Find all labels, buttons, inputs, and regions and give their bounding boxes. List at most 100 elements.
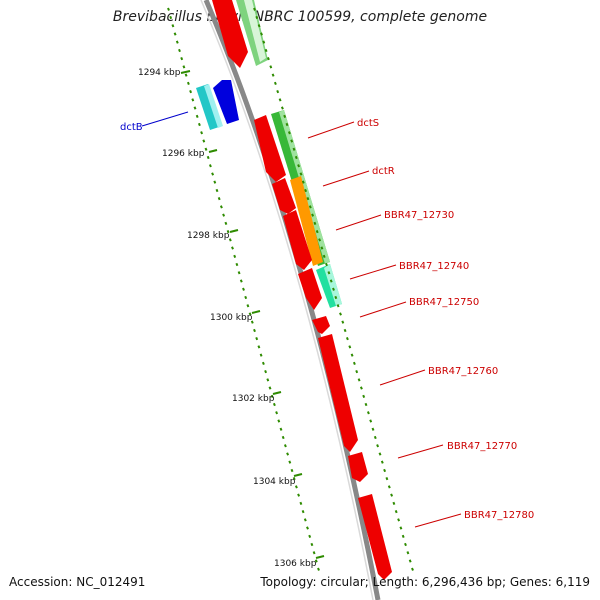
scale-dot	[193, 106, 197, 110]
feature-red-12750[interactable]	[312, 316, 330, 334]
outer-dot	[322, 254, 326, 258]
scale-dot	[178, 48, 181, 53]
scale-dot	[259, 353, 263, 357]
outer-dot	[297, 164, 301, 168]
scale-dot	[299, 501, 303, 505]
scale-dot	[226, 230, 230, 234]
outer-dot	[306, 197, 310, 201]
feature-red-12780[interactable]	[358, 494, 392, 580]
feature-red-dcts[interactable]	[254, 115, 286, 182]
scale-dot	[171, 24, 175, 28]
leader-12760	[379, 369, 426, 386]
scale-dot	[255, 337, 259, 341]
leader-12780	[414, 513, 462, 528]
scale-tick	[272, 391, 282, 395]
outer-dot	[392, 501, 396, 505]
scale-label-1294: 1294 kbp	[138, 68, 181, 78]
scale-dot	[200, 131, 204, 135]
backbone-edge	[200, 0, 374, 600]
feature-red-12760[interactable]	[318, 334, 358, 452]
scale-dot	[228, 238, 232, 242]
scale-tick	[208, 149, 218, 153]
outer-dot	[313, 221, 317, 225]
outer-dot	[383, 468, 387, 473]
outer-dot	[299, 172, 303, 176]
gene-label-12770[interactable]: BBR47_12770	[447, 441, 517, 452]
scale-dot	[217, 197, 221, 201]
scale-dot	[222, 213, 226, 217]
feature-orange[interactable]	[290, 176, 323, 266]
outer-dot	[287, 131, 291, 135]
outer-dot	[318, 238, 322, 242]
scale-dot	[286, 452, 290, 456]
scale-dot	[197, 122, 201, 127]
scale-dot	[297, 493, 301, 497]
feature-red-12740[interactable]	[298, 268, 322, 310]
feature-red-12770[interactable]	[348, 452, 368, 482]
outer-dot	[348, 345, 352, 349]
scale-label-1306: 1306 kbp	[274, 559, 317, 569]
scale-dot	[246, 304, 250, 308]
leader-12770	[397, 444, 444, 459]
outer-dot	[327, 271, 331, 275]
outer-dot	[308, 205, 312, 209]
outer-dot	[371, 427, 375, 431]
feature-green-light-top-hi[interactable]	[244, 0, 266, 62]
gene-label-12740[interactable]: BBR47_12740	[399, 261, 469, 272]
gene-label-12760[interactable]: BBR47_12760	[428, 366, 498, 377]
scale-dot	[202, 139, 206, 143]
outer-dot	[334, 295, 338, 300]
feature-red-12730[interactable]	[283, 210, 312, 270]
gene-label-dcts[interactable]: dctS	[357, 118, 379, 129]
scale-dot	[253, 328, 256, 333]
outer-dot	[332, 287, 335, 291]
outer-dot	[311, 213, 315, 217]
outer-dot	[329, 279, 333, 283]
scale-dot	[294, 485, 298, 489]
feature-red-top[interactable]	[212, 0, 248, 68]
feature-cyan-light[interactable]	[204, 84, 223, 128]
outer-dot	[359, 386, 363, 390]
scale-dot	[257, 345, 261, 349]
scale-dot	[169, 15, 173, 20]
gene-label-dctr[interactable]: dctR	[372, 166, 395, 177]
scale-dot	[250, 320, 254, 324]
scale-labels: 1294 kbp 1296 kbp 1298 kbp 1300 kbp 1302…	[138, 68, 325, 569]
outer-dot	[301, 180, 305, 184]
feature-red-dctr[interactable]	[272, 178, 296, 214]
scale-dot	[180, 57, 184, 61]
genome-summary-text: Topology: circular; Length: 6,296,436 bp…	[260, 575, 590, 589]
outer-track	[253, 7, 414, 571]
outer-dot	[401, 534, 405, 538]
gene-label-12750[interactable]: BBR47_12750	[409, 297, 479, 308]
scale-tick	[229, 229, 239, 233]
scale-dot	[283, 444, 287, 448]
outer-dot	[262, 40, 266, 44]
feature-blue[interactable]	[213, 80, 239, 124]
outer-dot	[394, 510, 398, 514]
outer-dot	[320, 246, 324, 250]
feature-green-12740-hi[interactable]	[324, 264, 342, 306]
outer-dot	[364, 402, 368, 407]
feature-green-dcts-hi[interactable]	[279, 110, 330, 264]
scale-dot	[310, 542, 314, 547]
outer-dot	[276, 90, 280, 94]
gene-label-dctb[interactable]: dctB	[120, 122, 143, 133]
scale-dot	[239, 279, 243, 283]
leader-12750	[359, 301, 407, 318]
scale-dot	[233, 254, 237, 258]
outer-dot	[290, 139, 294, 143]
outer-dot	[292, 147, 296, 151]
gene-label-12780[interactable]: BBR47_12780	[464, 510, 534, 521]
scale-dot	[184, 73, 188, 77]
outer-dot	[385, 477, 389, 481]
scale-dot	[235, 262, 239, 267]
gene-label-12730[interactable]: BBR47_12730	[384, 210, 454, 221]
scale-dot	[175, 40, 179, 44]
outer-dot	[269, 65, 273, 69]
outer-dot	[406, 551, 410, 555]
scale-dot	[167, 7, 170, 11]
scale-dot	[248, 312, 252, 316]
outer-dot	[352, 361, 356, 365]
